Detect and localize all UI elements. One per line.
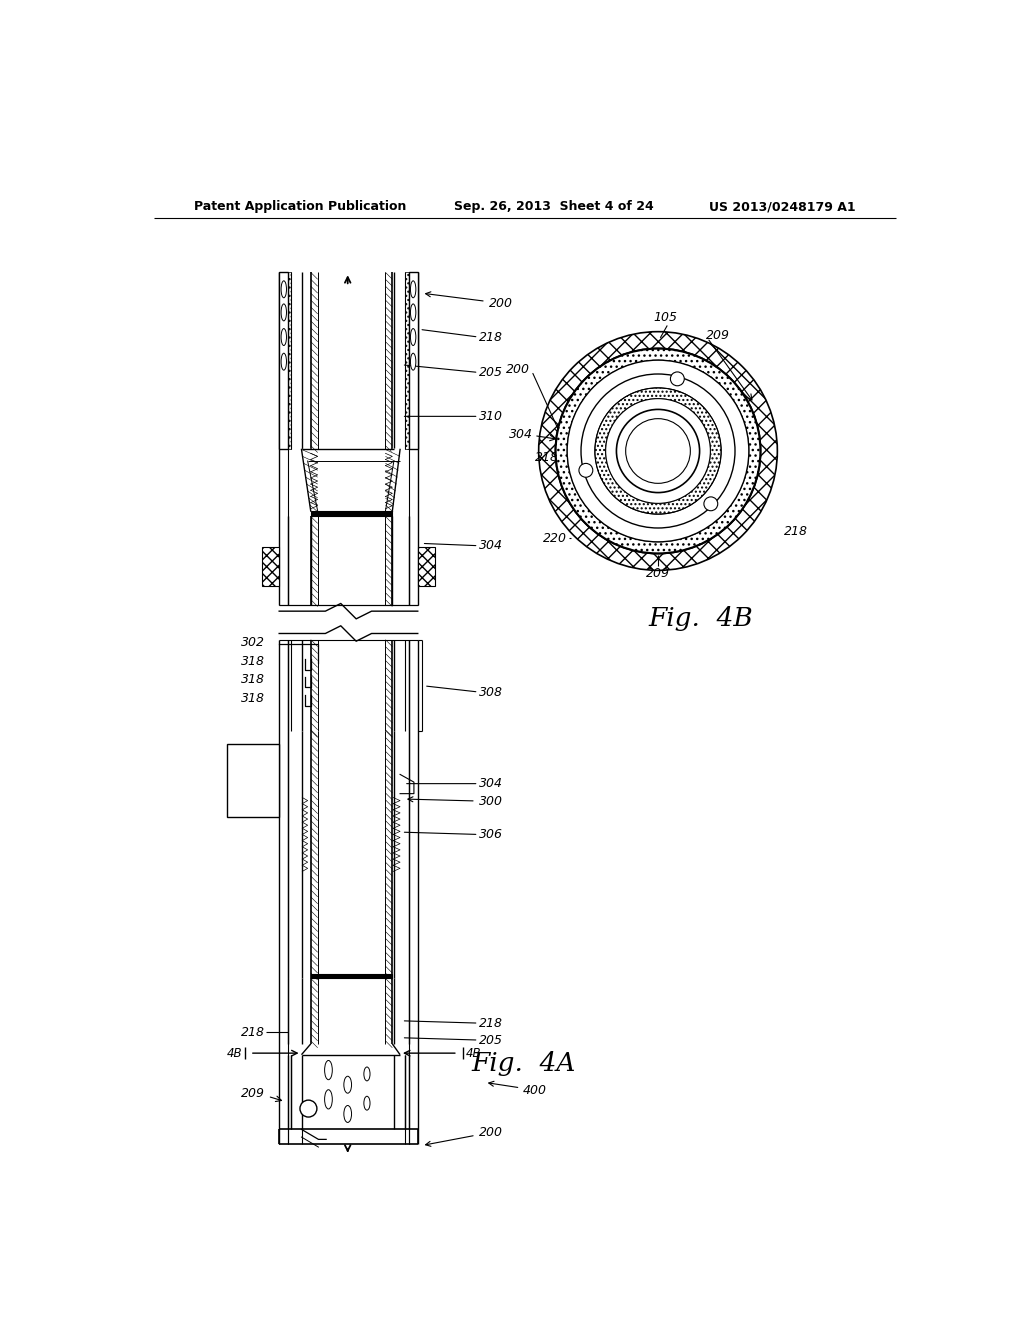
Ellipse shape	[411, 281, 416, 298]
Bar	[289, 1055, 301, 1129]
Bar	[394, 640, 409, 730]
Bar	[409, 272, 418, 449]
Text: 205: 205	[646, 449, 670, 462]
Text: 308: 308	[479, 685, 504, 698]
Text: 209: 209	[706, 329, 730, 342]
Text: 105: 105	[653, 312, 678, 323]
Ellipse shape	[282, 304, 287, 321]
Text: 304: 304	[479, 777, 504, 791]
Ellipse shape	[411, 329, 416, 346]
Text: 4B: 4B	[226, 1047, 243, 1060]
Ellipse shape	[364, 1096, 370, 1110]
Bar	[418, 548, 435, 586]
Text: 218: 218	[242, 1026, 265, 1039]
Circle shape	[605, 399, 711, 503]
Text: Fig.  4B: Fig. 4B	[648, 606, 753, 631]
Circle shape	[581, 374, 735, 528]
Ellipse shape	[344, 1106, 351, 1122]
Text: US 2013/0248179 A1: US 2013/0248179 A1	[710, 201, 856, 214]
Text: 318: 318	[242, 692, 265, 705]
Ellipse shape	[411, 354, 416, 370]
Bar	[310, 511, 392, 516]
Text: 218: 218	[479, 1016, 504, 1030]
Text: 304: 304	[479, 539, 504, 552]
Bar	[289, 640, 301, 730]
Text: 209: 209	[646, 568, 670, 581]
Text: Fig.  4A: Fig. 4A	[471, 1051, 575, 1076]
Circle shape	[671, 372, 684, 385]
Bar	[289, 730, 301, 978]
Text: Sep. 26, 2013  Sheet 4 of 24: Sep. 26, 2013 Sheet 4 of 24	[454, 201, 653, 214]
Circle shape	[579, 463, 593, 478]
Text: 220: 220	[543, 532, 567, 545]
Text: 200: 200	[506, 363, 530, 376]
Circle shape	[616, 409, 699, 492]
Polygon shape	[301, 449, 317, 511]
Text: 200: 200	[426, 1126, 503, 1146]
Bar	[280, 272, 289, 449]
Text: 306: 306	[479, 828, 504, 841]
Bar	[262, 548, 280, 586]
Bar	[394, 730, 409, 978]
Circle shape	[567, 360, 749, 541]
Text: 209: 209	[242, 1088, 265, 1101]
Bar	[289, 516, 310, 605]
Text: 304: 304	[509, 428, 532, 441]
Text: 218: 218	[783, 525, 808, 539]
Text: 400: 400	[488, 1081, 547, 1097]
Polygon shape	[385, 449, 400, 511]
Ellipse shape	[411, 304, 416, 321]
Ellipse shape	[282, 354, 287, 370]
Ellipse shape	[282, 329, 287, 346]
Text: 300: 300	[408, 795, 503, 808]
Text: 218: 218	[536, 450, 559, 463]
Bar	[394, 978, 409, 1044]
Text: Patent Application Publication: Patent Application Publication	[194, 201, 407, 214]
Circle shape	[626, 418, 690, 483]
Text: 205: 205	[479, 366, 504, 379]
Ellipse shape	[325, 1090, 333, 1109]
Text: 302: 302	[242, 636, 265, 649]
Bar	[292, 1055, 406, 1129]
Ellipse shape	[282, 281, 287, 298]
Circle shape	[539, 331, 777, 570]
Ellipse shape	[325, 1060, 333, 1080]
Text: 205: 205	[479, 1034, 504, 1047]
Circle shape	[300, 1100, 316, 1117]
Bar	[406, 272, 409, 449]
Circle shape	[556, 348, 761, 553]
Text: 310: 310	[479, 409, 504, 422]
Bar	[394, 1055, 409, 1129]
Bar	[392, 516, 409, 605]
Bar	[289, 272, 292, 449]
Bar	[226, 743, 280, 817]
Text: 318: 318	[242, 655, 265, 668]
Text: 318: 318	[242, 673, 265, 686]
Text: 4B: 4B	[466, 1047, 481, 1060]
Bar	[289, 978, 301, 1044]
Ellipse shape	[364, 1067, 370, 1081]
Bar	[310, 974, 392, 978]
Circle shape	[703, 496, 718, 511]
Text: 218: 218	[479, 330, 504, 343]
Ellipse shape	[344, 1076, 351, 1093]
Text: 200: 200	[426, 292, 513, 310]
